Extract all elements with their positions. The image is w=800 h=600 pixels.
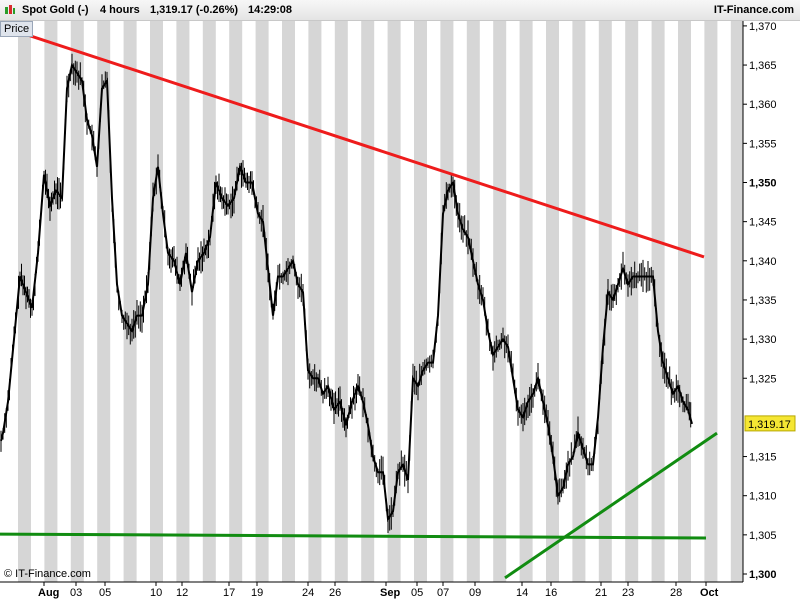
day-stripe bbox=[202, 20, 216, 582]
x-tick-label: 03 bbox=[70, 587, 82, 599]
chart-type-icon[interactable] bbox=[4, 4, 16, 16]
brand-label: IT-Finance.com bbox=[713, 4, 794, 16]
y-axis-panel bbox=[743, 20, 800, 600]
x-tick-label: 16 bbox=[545, 587, 557, 599]
y-tick-label: 1,365 bbox=[749, 60, 777, 72]
day-stripe bbox=[598, 20, 612, 582]
y-tick-label: 1,340 bbox=[749, 256, 777, 268]
y-tick-label: 1,325 bbox=[749, 373, 777, 385]
y-tick-label: 1,360 bbox=[749, 99, 777, 111]
day-stripe bbox=[651, 20, 665, 582]
x-tick-label: 07 bbox=[437, 587, 449, 599]
day-stripe bbox=[44, 20, 58, 582]
day-stripe bbox=[255, 20, 269, 582]
day-stripe bbox=[334, 20, 348, 582]
day-stripe bbox=[361, 20, 375, 582]
last-price-text: 1,319.17 (-0.26%) bbox=[150, 4, 239, 16]
x-tick-label: 24 bbox=[302, 587, 314, 599]
last-price-label: 1,319.17 bbox=[748, 419, 791, 431]
y-tick-label: 1,370 bbox=[749, 21, 777, 33]
x-tick-label: 10 bbox=[150, 587, 162, 599]
x-tick-label: 05 bbox=[99, 587, 111, 599]
x-tick-label: 14 bbox=[516, 587, 528, 599]
header-bar: Spot Gold (-) 4 hours 1,319.17 (-0.26%) … bbox=[0, 0, 800, 21]
x-tick-label: 05 bbox=[411, 587, 423, 599]
y-tick-label: 1,350 bbox=[749, 178, 777, 190]
day-stripe bbox=[440, 20, 454, 582]
day-stripe bbox=[18, 20, 31, 582]
y-tick-label: 1,345 bbox=[749, 217, 777, 229]
y-tick-label: 1,355 bbox=[749, 138, 777, 150]
y-tick-label: 1,310 bbox=[749, 491, 777, 503]
timeframe-label[interactable]: 4 hours bbox=[100, 4, 140, 16]
day-stripe bbox=[730, 20, 744, 582]
y-tick-label: 1,315 bbox=[749, 452, 777, 464]
support-line-horizontal bbox=[0, 532, 707, 540]
x-tick-label: 19 bbox=[251, 587, 263, 599]
resistance-line bbox=[0, 24, 705, 259]
day-stripe bbox=[387, 20, 401, 582]
price-badge[interactable]: Price bbox=[0, 21, 34, 37]
y-tick-label: 1,335 bbox=[749, 295, 777, 307]
day-stripe bbox=[572, 20, 586, 582]
day-stripes bbox=[18, 20, 744, 582]
day-stripe bbox=[229, 20, 243, 582]
day-stripe bbox=[176, 20, 190, 582]
y-tick-label: 1,300 bbox=[749, 569, 777, 581]
day-stripe bbox=[97, 20, 111, 582]
instrument-name: Spot Gold (-) bbox=[22, 4, 89, 16]
day-stripe bbox=[493, 20, 507, 582]
day-stripe bbox=[414, 20, 427, 582]
day-stripe bbox=[625, 20, 639, 582]
timestamp: 14:29:08 bbox=[248, 4, 293, 16]
day-stripe bbox=[70, 20, 84, 582]
x-tick-label: 28 bbox=[670, 587, 682, 599]
y-tick-label: 1,305 bbox=[749, 530, 777, 542]
day-stripe bbox=[546, 20, 559, 582]
price-series bbox=[0, 53, 693, 533]
price-line bbox=[0, 62, 693, 523]
day-stripe bbox=[123, 20, 137, 582]
x-tick-label: Sep bbox=[380, 587, 400, 599]
day-stripe bbox=[308, 20, 322, 582]
day-stripe bbox=[466, 20, 480, 582]
day-stripe bbox=[678, 20, 691, 582]
x-tick-label: 23 bbox=[622, 587, 634, 599]
x-tick-label: 09 bbox=[469, 587, 481, 599]
x-tick-label: 21 bbox=[595, 587, 607, 599]
y-tick-label: 1,330 bbox=[749, 334, 777, 346]
x-tick-label: 12 bbox=[176, 587, 188, 599]
copyright-label: © IT-Finance.com bbox=[4, 568, 91, 580]
day-stripe bbox=[704, 20, 718, 582]
x-tick-label: 26 bbox=[329, 587, 341, 599]
last-price-badge bbox=[744, 415, 796, 432]
x-tick-label: Aug bbox=[38, 587, 59, 599]
day-stripe bbox=[519, 20, 533, 582]
support-line-rising bbox=[504, 431, 718, 580]
x-tick-label: Oct bbox=[700, 587, 719, 599]
x-tick-label: 17 bbox=[223, 587, 235, 599]
day-stripe bbox=[150, 20, 163, 582]
day-stripe bbox=[282, 20, 295, 582]
